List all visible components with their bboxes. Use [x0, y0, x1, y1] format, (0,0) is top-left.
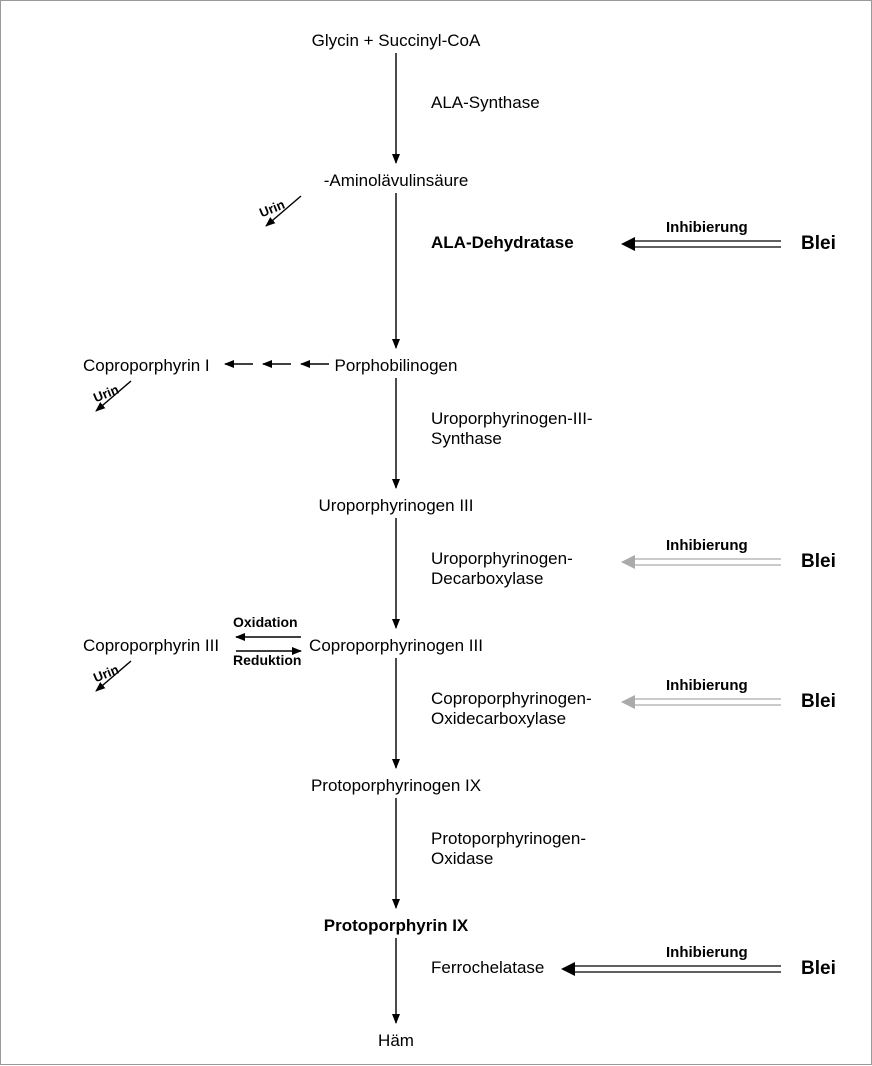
urin-2: Urin	[91, 382, 121, 406]
enzyme-ala-synthase: ALA-Synthase	[431, 93, 540, 113]
enzyme-proto-oxidase: Protoporphyrinogen- Oxidase	[431, 829, 586, 870]
blei-label-3: Blei	[801, 691, 836, 714]
node-glycin: Glycin + Succinyl-CoA	[312, 31, 481, 51]
inh-label-3: Inhibierung	[666, 677, 748, 695]
enzyme-copro-oxidecarb: Coproporphyrinogen- Oxidecarboxylase	[431, 689, 592, 730]
enzyme-uro-synthase: Uroporphyrinogen-III- Synthase	[431, 409, 593, 450]
blei-label-1: Blei	[801, 233, 836, 256]
node-porpho: Porphobilinogen	[335, 356, 458, 376]
node-haem: Häm	[378, 1031, 414, 1051]
inh-label-1: Inhibierung	[666, 219, 748, 237]
blei-label-2: Blei	[801, 551, 836, 574]
oxidation-label: Oxidation	[233, 614, 298, 631]
enzyme-ala-dehydratase: ALA-Dehydratase	[431, 233, 574, 253]
urin-3: Urin	[91, 662, 121, 686]
node-proto9: Protoporphyrin IX	[324, 916, 469, 936]
node-ala: -Aminolävulinsäure	[324, 171, 469, 191]
enzyme-ferrochelatase: Ferrochelatase	[431, 958, 544, 978]
reduktion-label: Reduktion	[233, 652, 301, 669]
inh-label-2: Inhibierung	[666, 537, 748, 555]
inh-label-4: Inhibierung	[666, 944, 748, 962]
blei-label-4: Blei	[801, 958, 836, 981]
node-copro1: Coproporphyrin I	[83, 356, 210, 376]
node-copro3: Coproporphyrin III	[83, 636, 219, 656]
node-copro3gen: Coproporphyrinogen III	[309, 636, 483, 656]
node-proto9gen: Protoporphyrinogen IX	[311, 776, 481, 796]
node-uro3: Uroporphyrinogen III	[319, 496, 474, 516]
enzyme-uro-decarb: Uroporphyrinogen- Decarboxylase	[431, 549, 573, 590]
urin-1: Urin	[257, 197, 287, 221]
